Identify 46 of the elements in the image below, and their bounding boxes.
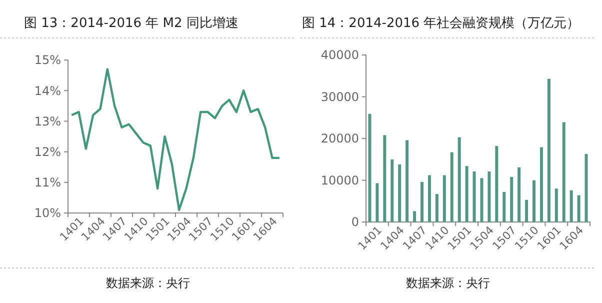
bar <box>510 176 514 222</box>
bar <box>420 182 424 222</box>
bar <box>428 175 431 222</box>
bar <box>518 167 521 222</box>
bar <box>570 190 573 222</box>
bar <box>532 180 536 222</box>
y-tick-label: 11% <box>34 176 61 190</box>
y-tick-label: 10% <box>34 206 61 220</box>
line-series <box>70 68 281 212</box>
bar <box>554 188 558 222</box>
y-tick-label: 13% <box>34 114 61 128</box>
bar <box>368 114 372 222</box>
bar <box>390 159 394 222</box>
y-tick-label: 20000 <box>320 132 359 146</box>
bar <box>495 146 498 222</box>
bar <box>442 175 446 222</box>
bar <box>465 166 468 222</box>
y-tick-label: 40000 <box>320 48 359 62</box>
y-tick-label: 0 <box>351 215 359 230</box>
bar <box>584 154 588 222</box>
bar <box>376 183 379 222</box>
bar <box>562 122 566 222</box>
bar <box>450 152 454 222</box>
bar <box>540 147 543 222</box>
chart-title: 图 13：2014-2016 年 M2 同比增速 <box>24 16 238 31</box>
bar <box>406 140 409 222</box>
y-tick-label: 10000 <box>320 173 359 188</box>
bar <box>458 137 461 222</box>
source-note: 数据来源：央行 <box>406 276 490 290</box>
bar <box>502 192 506 222</box>
bar <box>413 211 416 222</box>
source-note: 数据来源：央行 <box>106 276 190 290</box>
bar <box>383 135 386 222</box>
bar <box>398 164 402 222</box>
y-tick-label: 15% <box>34 53 61 68</box>
bar <box>577 195 580 222</box>
y-tick-label: 14% <box>34 84 61 98</box>
y-tick-label: 30000 <box>320 90 359 104</box>
chart-title: 图 14：2014-2016 年社会融资规模（万亿元） <box>302 16 580 31</box>
bar <box>547 78 550 222</box>
y-tick-label: 12% <box>34 145 61 159</box>
bar <box>480 178 484 222</box>
bar <box>488 171 491 222</box>
bar <box>525 200 528 222</box>
bar <box>472 171 476 222</box>
bar <box>435 194 438 222</box>
